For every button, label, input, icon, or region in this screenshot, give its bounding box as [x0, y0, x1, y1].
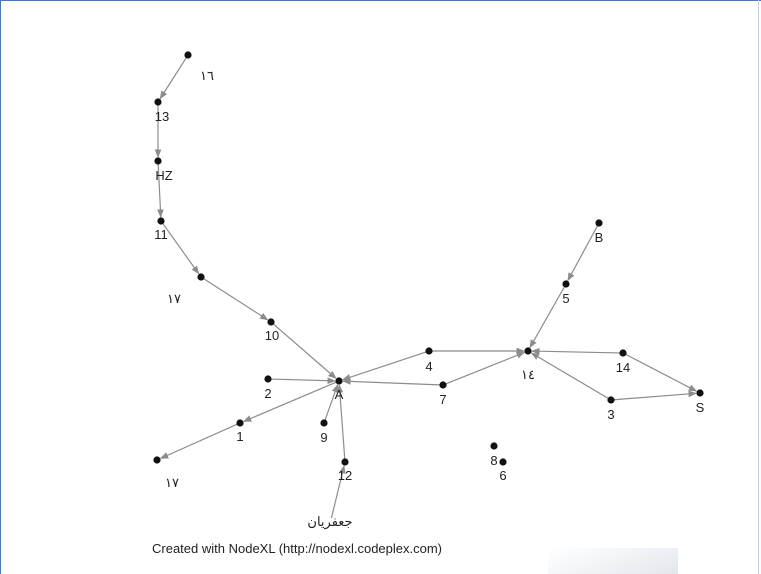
node-label-nB: B [595, 230, 604, 245]
node-label-n3: 3 [607, 407, 614, 422]
node-label-n16: ١٦ [200, 68, 214, 83]
edge-n9-nA [324, 383, 339, 421]
node-n17a[interactable] [197, 273, 205, 281]
node-label-nA: A [335, 387, 344, 402]
node-label-n7: 7 [439, 392, 446, 407]
node-label-n12: 12 [338, 468, 352, 483]
edge-n16-n13 [159, 57, 187, 100]
node-label-n5: 5 [562, 291, 569, 306]
edge-n7-n14ar [445, 351, 526, 385]
node-n14ar[interactable] [524, 347, 532, 355]
node-n8[interactable] [490, 442, 498, 450]
label-layer: ١٦ 13 HZ 11 ١٧ 10 A 2 1 ١٧ 9 12 جعفریان 4 7 ١٤ B 5 14 S 3 86 [154, 68, 704, 530]
node-n12[interactable] [341, 458, 349, 466]
node-label-n10: 10 [265, 328, 279, 343]
node-label-n2: 2 [264, 386, 271, 401]
node-n10[interactable] [267, 318, 275, 326]
node-label-n17b: ١٧ [165, 475, 179, 490]
node-nA[interactable] [335, 377, 343, 385]
node-label-nS: S [696, 400, 705, 415]
edge-nA-n1 [242, 381, 337, 422]
node-nS[interactable] [696, 389, 704, 397]
node-n2[interactable] [264, 375, 272, 383]
edge-n7-nA [342, 378, 441, 386]
node-n3[interactable] [607, 396, 615, 404]
node-label-n11: 11 [154, 227, 168, 242]
page-fold-shadow [548, 548, 678, 574]
edge-n3-n14ar [530, 352, 609, 399]
edge-n17a-n10 [203, 278, 269, 321]
edge-n14-n14ar [531, 347, 621, 355]
node-n17b[interactable] [153, 456, 161, 464]
edge-n10-nA [272, 323, 337, 379]
node-label-n17a: ١٧ [167, 291, 181, 306]
edge-n3-nS [613, 390, 697, 401]
node-label-n13: 13 [155, 109, 169, 124]
edge-n14-nS [625, 353, 698, 392]
edge-n1-n17b [159, 423, 238, 459]
edge-n12-nA [336, 384, 346, 460]
node-n9[interactable] [320, 419, 328, 427]
node-n1[interactable] [236, 419, 244, 427]
edge-layer [154, 57, 698, 519]
node-n14[interactable] [619, 349, 627, 357]
node-label-n1: 1 [236, 429, 243, 444]
edge-njafarian-n12 [330, 465, 346, 519]
node-n5[interactable] [562, 280, 570, 288]
edge-n11-n17a [162, 223, 200, 275]
node-label-n9: 9 [320, 430, 327, 445]
node-layer [153, 51, 704, 466]
edge-nB-n5 [567, 225, 599, 282]
edge-nHZ-n11 [157, 163, 164, 218]
node-label-n4: 4 [425, 359, 432, 374]
edge-n4-nA [341, 351, 427, 381]
node-n6[interactable] [499, 458, 507, 466]
node-n4[interactable] [425, 347, 433, 355]
node-n16[interactable] [184, 51, 192, 59]
edge-n5-n14ar [529, 286, 566, 349]
node-n11[interactable] [157, 217, 165, 225]
node-label-n6: 6 [499, 468, 506, 483]
node-label-njafarian: جعفریان [307, 514, 352, 530]
nodexl-credit: Created with NodeXL (http://nodexl.codep… [152, 541, 443, 556]
canvas-right-border [758, 0, 759, 574]
node-nHZ[interactable] [154, 157, 162, 165]
node-nB[interactable] [595, 219, 603, 227]
node-label-nHZ: HZ [155, 168, 172, 183]
node-label-n14ar: ١٤ [521, 367, 535, 382]
edge-n2-nA [270, 377, 336, 385]
node-n7[interactable] [439, 381, 447, 389]
node-n13[interactable] [154, 98, 162, 106]
node-label-n8: 8 [490, 453, 497, 468]
node-label-n14: 14 [616, 360, 630, 375]
